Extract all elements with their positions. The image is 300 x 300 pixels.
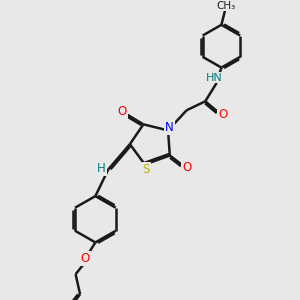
Text: N: N bbox=[165, 121, 174, 134]
Text: CH₃: CH₃ bbox=[216, 1, 236, 10]
Text: O: O bbox=[118, 105, 127, 118]
Text: HN: HN bbox=[206, 73, 223, 82]
Text: O: O bbox=[182, 161, 191, 174]
Text: H: H bbox=[97, 162, 106, 175]
Text: O: O bbox=[81, 252, 90, 265]
Text: S: S bbox=[142, 163, 150, 176]
Text: O: O bbox=[218, 109, 228, 122]
